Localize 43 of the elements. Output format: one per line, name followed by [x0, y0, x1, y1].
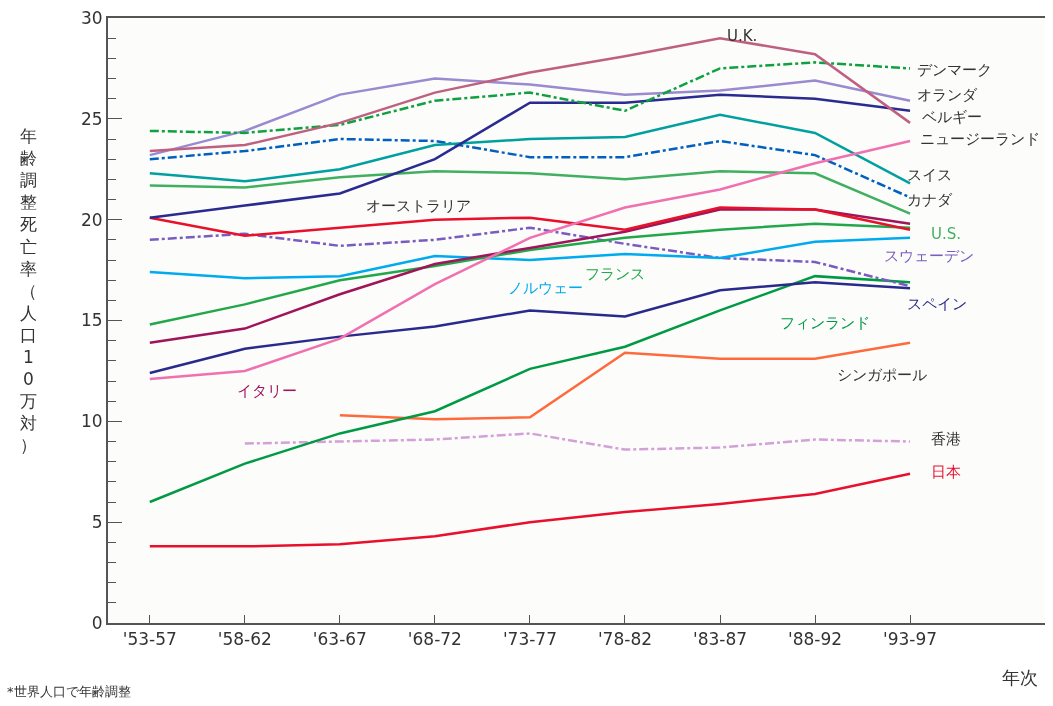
text: イタリー	[237, 382, 297, 400]
x-tick-label: '63-67	[312, 629, 367, 650]
y-tick-label: 20	[80, 209, 103, 230]
line-series	[243, 432, 912, 451]
x-tick-label: '73-77	[502, 629, 557, 650]
series-label: スウェーデン	[884, 247, 974, 265]
y-tick-label: 25	[80, 108, 103, 129]
y-tick-label: 5	[91, 512, 103, 533]
line-series	[148, 77, 912, 157]
line-series	[338, 341, 912, 421]
x-tick-label: '83-87	[692, 629, 748, 650]
x-tick-label: '53-57	[122, 629, 177, 650]
line-series	[148, 61, 912, 135]
line-series	[148, 236, 912, 280]
series-label: オランダ	[917, 86, 978, 104]
text: *世界人口で年齢調整	[7, 684, 131, 699]
x-tick-label: '88-92	[787, 629, 843, 650]
series-label: フィンランド	[780, 314, 870, 332]
series-label: スイス	[907, 166, 952, 184]
series-label: U.K.	[727, 27, 758, 45]
x-tick-label: '58-62	[217, 629, 272, 650]
text: 年齢調整死亡率（人口10万対）	[20, 126, 37, 456]
series-label: カナダ	[907, 191, 953, 209]
y-tick-label: 0	[91, 612, 103, 633]
series-label: シンガポール	[837, 366, 927, 384]
series-label: デンマーク	[917, 61, 992, 79]
series-label: U.S.	[931, 225, 962, 243]
series-label: ニュージーランド	[920, 130, 1040, 148]
y-tick-label: 10	[80, 411, 103, 432]
x-axis-title: 年次	[1002, 667, 1038, 688]
series-label: ベルギー	[922, 108, 982, 126]
x-tick-label: '93-97	[883, 629, 938, 650]
x-tick-label: '78-82	[597, 629, 653, 650]
x-tick-label: '68-72	[407, 629, 462, 650]
line-series	[148, 472, 912, 548]
series-label: スペイン	[907, 295, 967, 313]
series-label: 香港	[931, 430, 961, 448]
y-tick-label: 15	[80, 310, 103, 331]
series-label: 日本	[931, 463, 961, 481]
y-tick-label: 30	[80, 7, 103, 28]
series-label: オーストラリア	[366, 197, 471, 215]
series-label: フランス	[585, 265, 645, 283]
series-label: ノルウェー	[508, 279, 583, 297]
